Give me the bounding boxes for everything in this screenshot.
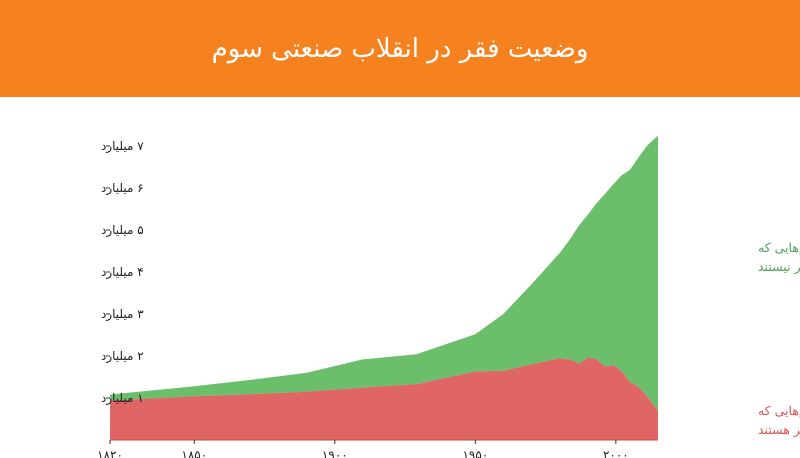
y-tick-label: ۷ میلیارد [101,139,144,154]
poverty-area-chart: ۱ میلیارد ۲ میلیارد ۳ میلیارد ۴ میلیارد ۵ می… [97,135,800,458]
header-bar: وضعیت فقر در انقلاب صنعتی سوم [0,0,800,97]
series-not-poor-area [110,135,658,411]
legend-poor-line-2: فقیر هستند [758,422,800,438]
y-tick-label: ۲ میلیارد [101,349,144,364]
y-tick-label: ۶ میلیارد [101,181,144,196]
x-tick-label: ۱۸۲۰ [97,448,123,458]
legend-poor-line-1: تعداد آدم‌هایی که [758,403,800,418]
series-poor-area [110,357,658,440]
legend-not-poor-line-2: فقیر نیستند [758,259,800,275]
x-tick-label: ۱۹۰۰ [322,448,348,458]
y-tick-label: ۴ میلیارد [101,265,144,280]
x-tick-label: ۱۹۵۰ [462,448,488,458]
y-tick-label: ۵ میلیارد [101,223,144,238]
x-tick-label: ۲۰۰۰ [603,448,629,458]
x-tick-label: ۱۸۵۰ [181,448,207,458]
y-tick-label: ۱ میلیارد [101,391,144,406]
page-title: وضعیت فقر در انقلاب صنعتی سوم [211,33,589,64]
y-tick-label: ۳ میلیارد [101,307,144,322]
legend-not-poor-line-1: تعداد آدم‌هایی که [758,240,800,255]
